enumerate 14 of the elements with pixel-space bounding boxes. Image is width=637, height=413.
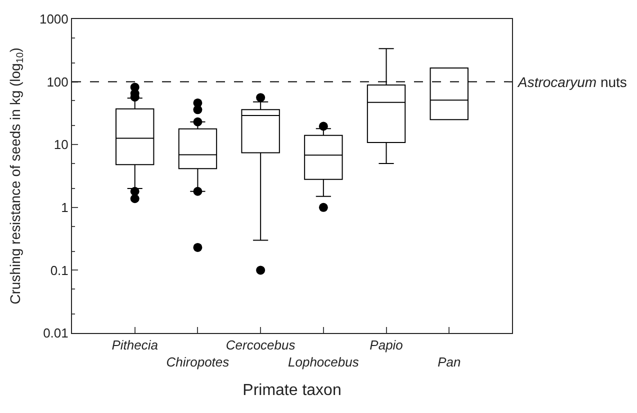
x-tick-label: Pithecia bbox=[112, 338, 158, 353]
x-tick-label: Chiropotes bbox=[166, 354, 230, 370]
x-axis-title: Primate taxon bbox=[242, 382, 342, 400]
ref-line-label: Astrocaryum nuts bbox=[517, 74, 627, 90]
x-tick-label: Cercocebus bbox=[226, 338, 296, 353]
y-tick-label: 100 bbox=[46, 74, 68, 90]
y-tick-label: 1000 bbox=[39, 12, 68, 27]
y-tick-label: 0.1 bbox=[50, 262, 68, 278]
y-tick-label: 10 bbox=[54, 137, 68, 152]
y-tick-label: 0.01 bbox=[43, 326, 68, 341]
x-tick-label: Lophocebus bbox=[288, 354, 360, 370]
y-tick-label: 1 bbox=[61, 200, 68, 215]
x-tick-label: Papio bbox=[370, 338, 403, 353]
x-tick-label: Pan bbox=[438, 354, 461, 370]
